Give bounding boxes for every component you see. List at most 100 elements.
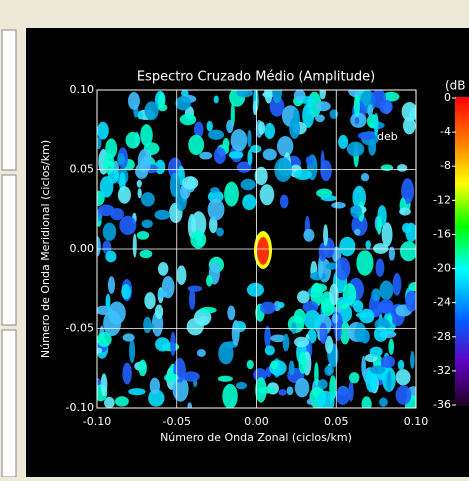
texture-blob — [222, 138, 230, 150]
texture-blob — [231, 320, 240, 346]
texture-blob — [213, 95, 219, 104]
texture-blob — [199, 151, 213, 160]
texture-blob — [132, 233, 137, 258]
annotation: deb — [377, 130, 398, 143]
texture-blob — [264, 345, 275, 356]
texture-blob — [367, 104, 373, 117]
texture-blob — [98, 204, 115, 217]
texture-blob — [149, 323, 155, 330]
texture-blob — [218, 342, 234, 365]
texture-blob — [320, 160, 332, 182]
texture-blob — [379, 298, 394, 314]
texture-blob — [269, 96, 285, 117]
texture-blob — [128, 92, 140, 110]
texture-blob — [354, 228, 361, 236]
texture-blob — [227, 305, 236, 321]
texture-blob — [270, 334, 286, 343]
texture-blob — [190, 230, 207, 249]
x-tick-label: -0.05 — [163, 415, 191, 428]
texture-blob — [246, 359, 254, 370]
texture-blob — [315, 101, 331, 112]
texture-blob — [259, 184, 275, 206]
texture-blob — [242, 194, 257, 211]
texture-blob — [210, 187, 220, 194]
texture-blob — [379, 280, 394, 301]
texture-blob — [139, 249, 153, 259]
texture-blob — [136, 230, 150, 240]
texture-blob — [250, 144, 262, 153]
texture-blob — [335, 296, 353, 304]
texture-blob — [114, 396, 129, 407]
colorbar-tick-label: -16 — [433, 227, 451, 240]
texture-blob — [270, 360, 278, 370]
texture-blob — [353, 300, 364, 313]
texture-blob — [186, 317, 204, 336]
texture-blob — [339, 236, 356, 257]
x-tick-label: 0.05 — [324, 415, 349, 428]
texture-blob — [254, 166, 268, 186]
texture-blob — [182, 176, 199, 190]
texture-blob — [324, 365, 334, 376]
texture-blob — [149, 377, 161, 395]
texture-blob — [148, 389, 165, 407]
texture-blob — [325, 262, 339, 270]
texture-blob — [373, 243, 389, 254]
texture-blob — [108, 301, 126, 325]
texture-blob — [348, 90, 363, 98]
texture-blob — [224, 181, 239, 207]
x-tick-label: 0.10 — [404, 415, 429, 428]
plot-frame — [96, 89, 417, 409]
y-tick-label: -0.10 — [66, 401, 94, 414]
texture-blob — [262, 91, 275, 98]
texture-blob — [122, 333, 135, 342]
texture-blob — [169, 172, 181, 198]
texture-blob — [356, 250, 374, 276]
texture-blob — [318, 242, 327, 262]
texture-blob — [154, 304, 164, 319]
texture-blob — [259, 301, 276, 315]
axes: -0.10 -0.05 0.00 0.05 0.10 -0.10 -0.05 0.00 0.05… — [66, 83, 429, 428]
texture-blob — [331, 201, 346, 209]
y-tick-label: 0.10 — [70, 83, 95, 96]
texture-blob — [97, 331, 112, 347]
texture-blob — [140, 124, 153, 147]
texture-blob — [187, 285, 203, 292]
texture-blob — [401, 178, 415, 204]
texture-blob — [188, 134, 205, 155]
texture-blob — [157, 104, 168, 112]
texture-blob — [388, 246, 396, 261]
texture-blob — [144, 292, 156, 310]
texture-blob — [395, 369, 411, 386]
texture-blob — [137, 188, 142, 199]
texture-blob — [381, 222, 393, 247]
texture-blob — [122, 362, 132, 385]
texture-blob — [277, 136, 294, 157]
texture-blob — [97, 121, 109, 140]
texture-blob — [315, 114, 325, 123]
toolbar — [0, 0, 469, 28]
texture-blob — [311, 283, 328, 293]
texture-blob — [105, 293, 111, 309]
texture-blob — [314, 362, 319, 386]
texture-blob — [332, 313, 339, 324]
texture-blob — [236, 161, 252, 173]
texture-blob — [208, 129, 225, 140]
colorbar-tick-label: -36 — [433, 398, 451, 411]
x-axis-label: Número de Onda Zonal (ciclos/km) — [160, 431, 352, 444]
texture-blob — [128, 388, 146, 396]
texture-blob — [189, 288, 196, 310]
texture-blob — [217, 375, 233, 382]
texture-blob — [222, 383, 238, 408]
texture-blob — [119, 215, 137, 236]
texture-blob — [293, 90, 306, 101]
colorbar — [455, 97, 469, 406]
texture-blob — [320, 195, 337, 202]
texture-blob — [264, 325, 271, 349]
colorbar-tick-label: -20 — [433, 262, 451, 275]
texture-blob — [286, 386, 294, 396]
spectrum-texture — [97, 90, 416, 408]
texture-blob — [329, 283, 339, 306]
texture-blob — [129, 338, 136, 364]
texture-blob — [240, 178, 256, 191]
